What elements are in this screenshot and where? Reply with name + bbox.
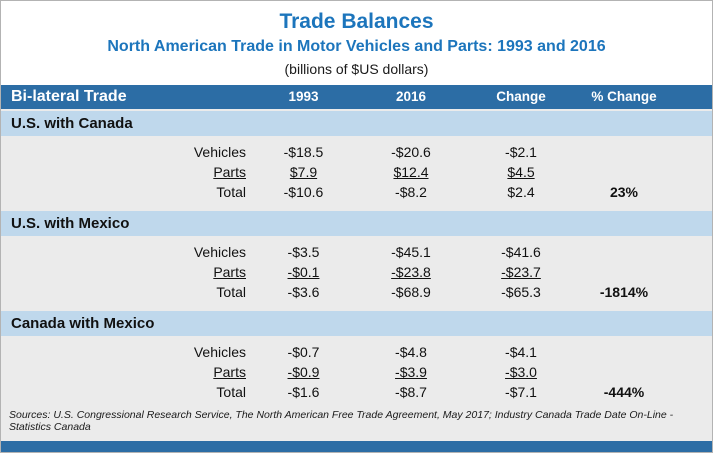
cell-1993: $7.9	[289, 163, 318, 180]
cell-pct-change	[576, 162, 712, 182]
cell-2016: -$8.2	[395, 183, 427, 200]
row-label: Vehicles	[193, 243, 246, 260]
cell-pct-change: 23%	[609, 183, 639, 200]
cell-2016: -$23.8	[391, 263, 431, 280]
table-row: Total -$10.6 -$8.2 $2.4 23%	[1, 182, 712, 202]
row-label: Parts	[213, 163, 246, 180]
column-header-change: Change	[496, 89, 546, 105]
cell-1993: -$3.6	[287, 283, 320, 300]
sources-note: Sources: U.S. Congressional Research Ser…	[1, 403, 712, 441]
row-label: Vehicles	[193, 343, 246, 360]
column-header-1993: 1993	[288, 89, 319, 105]
column-header-2016: 2016	[395, 89, 427, 105]
row-label: Total	[216, 183, 246, 200]
title-block: Trade Balances North American Trade in M…	[1, 1, 712, 77]
table-row: Total -$1.6 -$8.7 -$7.1 -444%	[1, 382, 712, 402]
cell-change: $4.5	[507, 163, 535, 180]
table-row: Total -$3.6 -$68.9 -$65.3 -1814%	[1, 282, 712, 302]
cell-pct-change: -1814%	[599, 283, 649, 300]
units-note: (billions of $US dollars)	[284, 61, 429, 77]
cell-2016: -$3.9	[395, 363, 427, 380]
page-title: Trade Balances	[279, 10, 434, 33]
cell-1993: -$18.5	[283, 143, 324, 160]
cell-change: -$3.0	[505, 363, 537, 380]
cell-2016: -$20.6	[391, 143, 431, 160]
row-label: Parts	[213, 263, 246, 280]
cell-change: -$2.1	[505, 143, 537, 160]
cell-change: -$65.3	[501, 283, 541, 300]
bottom-accent-bar	[1, 440, 712, 452]
cell-2016: -$45.1	[391, 243, 431, 260]
cell-pct-change	[576, 362, 712, 382]
page-subtitle: North American Trade in Motor Vehicles a…	[107, 38, 606, 55]
cell-change: -$41.6	[501, 243, 541, 260]
section-rows-canada-mexico: Vehicles -$0.7 -$4.8 -$4.1 Parts -$0.9 -…	[1, 342, 712, 402]
row-label: Total	[216, 283, 246, 300]
cell-1993: -$10.6	[283, 183, 324, 200]
section-rows-us-canada: Vehicles -$18.5 -$20.6 -$2.1 Parts $7.9 …	[1, 142, 712, 202]
column-header-bilateral-trade: Bi-lateral Trade	[11, 87, 127, 105]
cell-pct-change	[576, 262, 712, 282]
section-header-us-canada: U.S. with Canada	[1, 110, 712, 136]
cell-change: $2.4	[507, 183, 535, 200]
row-label: Parts	[213, 363, 246, 380]
table-row: Parts $7.9 $12.4 $4.5	[1, 162, 712, 182]
cell-change: -$4.1	[505, 343, 537, 360]
cell-change: -$7.1	[505, 383, 537, 400]
cell-pct-change: -444%	[603, 383, 645, 400]
section-header-canada-mexico: Canada with Mexico	[1, 310, 712, 336]
section-rows-us-mexico: Vehicles -$3.5 -$45.1 -$41.6 Parts -$0.1…	[1, 242, 712, 302]
row-label: Total	[216, 383, 246, 400]
section-header-us-mexico: U.S. with Mexico	[1, 210, 712, 236]
cell-2016: -$4.8	[395, 343, 427, 360]
cell-1993: -$0.7	[287, 343, 320, 360]
table-header-row: Bi-lateral Trade 1993 2016 Change % Chan…	[1, 85, 712, 109]
table-row: Vehicles -$0.7 -$4.8 -$4.1	[1, 342, 712, 362]
cell-1993: -$0.9	[287, 363, 320, 380]
cell-1993: -$1.6	[287, 383, 320, 400]
cell-pct-change	[576, 142, 712, 162]
cell-1993: -$0.1	[287, 263, 320, 280]
cell-2016: -$68.9	[391, 283, 431, 300]
row-label: Vehicles	[193, 143, 246, 160]
cell-change: -$23.7	[501, 263, 541, 280]
table-row: Parts -$0.1 -$23.8 -$23.7	[1, 262, 712, 282]
cell-2016: $12.4	[393, 163, 429, 180]
table-body: U.S. with Canada Vehicles -$18.5 -$20.6 …	[1, 108, 712, 404]
table-row: Parts -$0.9 -$3.9 -$3.0	[1, 362, 712, 382]
table-row: Vehicles -$3.5 -$45.1 -$41.6	[1, 242, 712, 262]
cell-pct-change	[576, 242, 712, 262]
column-header-pct-change: % Change	[591, 89, 657, 105]
cell-1993: -$3.5	[287, 243, 320, 260]
cell-2016: -$8.7	[395, 383, 427, 400]
cell-pct-change	[576, 342, 712, 362]
table-row: Vehicles -$18.5 -$20.6 -$2.1	[1, 142, 712, 162]
